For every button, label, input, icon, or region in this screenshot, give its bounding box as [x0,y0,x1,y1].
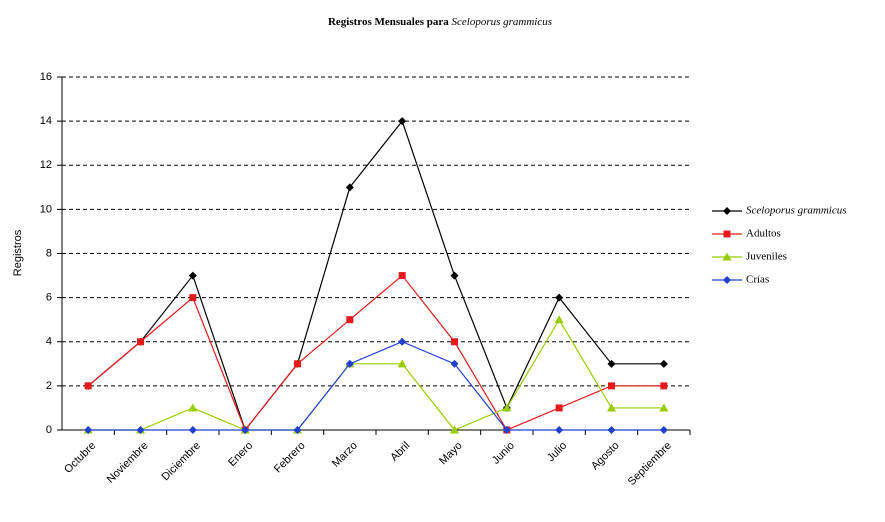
series-line [87,119,664,432]
point [345,183,354,192]
legend-marker [723,276,731,284]
series-line [88,341,664,431]
title-main: Registros Mensuales para [328,16,449,28]
x-tick-label: Abril [388,440,412,464]
point [294,360,301,368]
x-tick-label: Febrero [272,440,308,476]
title-species: Sceloporus grammicus [452,16,553,28]
point [555,426,564,434]
point [137,338,144,346]
point [607,403,616,412]
point [659,359,668,368]
x-tick-label: Octubre [62,440,98,476]
point [450,425,459,434]
x-tick-label: Marzo [330,440,360,470]
legend-label: Juveniles [746,251,787,263]
point [397,359,407,368]
y-tick-label: 8 [46,247,52,259]
point [607,426,616,434]
point [659,426,668,434]
point [189,294,197,302]
point [241,426,250,434]
point [502,403,512,412]
point [398,272,406,280]
legend-marker [722,252,732,261]
point [293,426,302,434]
x-tick-label: Junio [490,440,517,467]
point [188,403,198,412]
y-tick-label: 0 [46,424,52,436]
point [554,315,564,324]
point [84,382,92,390]
y-tick-label: 2 [46,380,52,392]
x-tick-label: Julio [545,440,569,464]
legend-marker [723,230,731,238]
point [608,382,615,390]
point [346,316,354,324]
x-tick-label: Enero [226,440,255,469]
x-tick-label: Mayo [437,440,465,468]
legend-label: Sceloporus grammicus [746,205,847,217]
point [502,426,511,434]
point [555,293,564,302]
x-tick-label: Agosto [589,440,622,473]
point [660,382,668,390]
legend-marker [723,207,731,215]
y-tick-label: 12 [40,159,52,171]
y-tick-label: 4 [46,336,52,348]
y-tick-label: 10 [40,203,52,215]
point [398,337,407,346]
point [555,404,563,412]
point [84,426,93,434]
point [188,426,197,434]
y-tick-label: 6 [46,292,52,304]
x-tick-label: Noviembre [105,440,151,486]
chart-title: Registros Mensuales para Sceloporus gram… [328,16,552,28]
x-tick-label: Septiembre [626,440,674,488]
legend-label: Adultos [746,228,781,240]
x-tick-label: Diciembre [160,440,203,483]
point [345,359,354,368]
point [450,271,459,280]
point [136,426,145,434]
point [607,359,616,368]
y-axis-label: Registros [12,229,24,276]
y-tick-label: 14 [40,115,52,127]
y-tick-label: 16 [40,71,52,83]
point [451,338,458,346]
point [659,403,669,412]
point [398,117,407,126]
point [188,271,197,280]
legend-label: Crías [746,274,769,286]
series-line [87,274,664,432]
point [450,359,459,368]
series-line [88,318,664,431]
